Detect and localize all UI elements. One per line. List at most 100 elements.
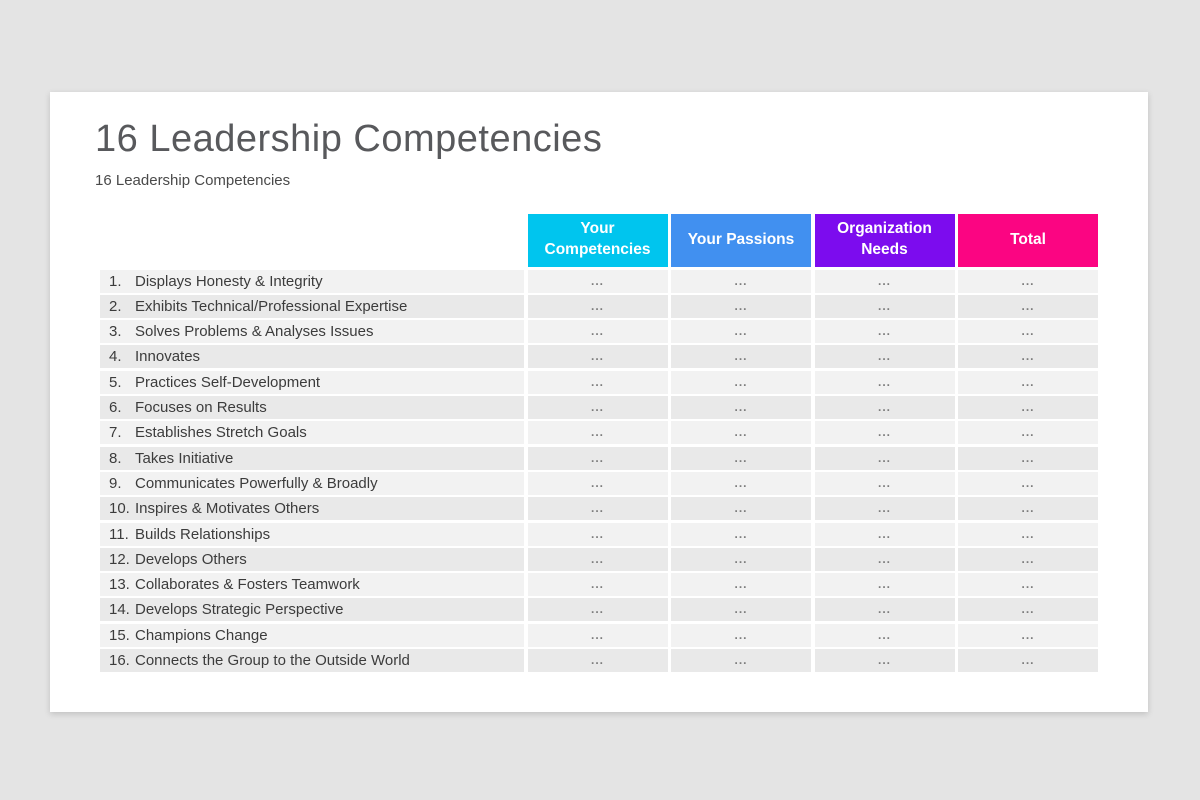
your-passions-value-cell: ... bbox=[671, 649, 811, 673]
your-passions-value-cell: ... bbox=[671, 598, 811, 622]
header-spacer-cell bbox=[100, 214, 524, 267]
competency-label: Solves Problems & Analyses Issues bbox=[135, 323, 374, 341]
row-number: 2. bbox=[109, 297, 122, 315]
slide-card: 16 Leadership Competencies 16 Leadership… bbox=[50, 92, 1148, 712]
row-number: 12. bbox=[109, 550, 130, 568]
organization-needs-value-cell: ... bbox=[814, 294, 955, 318]
table-row: 9. Communicates Powerfully & Broadly ...… bbox=[100, 471, 1098, 495]
total-value-cell: ... bbox=[958, 446, 1098, 470]
your-passions-value-cell: ... bbox=[671, 421, 811, 445]
total-value-cell: ... bbox=[958, 370, 1098, 394]
your-competencies-value-cell: ... bbox=[527, 573, 668, 597]
your-passions-value-cell: ... bbox=[671, 623, 811, 647]
row-number: 1. bbox=[109, 272, 122, 290]
row-number: 15. bbox=[109, 626, 130, 644]
competency-name-cell: 5. Practices Self-Development bbox=[100, 370, 524, 394]
organization-needs-value-cell: ... bbox=[814, 421, 955, 445]
competency-label: Focuses on Results bbox=[135, 399, 267, 417]
table-row: 6. Focuses on Results ... ... ... ... bbox=[100, 396, 1098, 420]
your-competencies-value-cell: ... bbox=[527, 446, 668, 470]
your-passions-value-cell: ... bbox=[671, 370, 811, 394]
column-header-total: Total bbox=[958, 213, 1098, 267]
your-passions-value-cell: ... bbox=[671, 497, 811, 521]
total-value-cell: ... bbox=[958, 345, 1098, 369]
table-row: 10. Inspires & Motivates Others ... ... … bbox=[100, 497, 1098, 521]
your-competencies-value-cell: ... bbox=[527, 471, 668, 495]
organization-needs-value-cell: ... bbox=[814, 497, 955, 521]
your-competencies-value-cell: ... bbox=[527, 522, 668, 546]
organization-needs-value-cell: ... bbox=[814, 269, 955, 293]
table-row: 7. Establishes Stretch Goals ... ... ...… bbox=[100, 421, 1098, 445]
slide-title: 16 Leadership Competencies bbox=[95, 118, 603, 160]
total-value-cell: ... bbox=[958, 522, 1098, 546]
your-passions-value-cell: ... bbox=[671, 522, 811, 546]
row-number: 6. bbox=[109, 399, 122, 417]
table-row: 14. Develops Strategic Perspective ... .… bbox=[100, 598, 1098, 622]
row-number: 5. bbox=[109, 373, 122, 391]
competency-label: Develops Others bbox=[135, 550, 247, 568]
table-row: 5. Practices Self-Development ... ... ..… bbox=[100, 370, 1098, 394]
row-number: 4. bbox=[109, 348, 122, 366]
your-competencies-value-cell: ... bbox=[527, 497, 668, 521]
your-competencies-value-cell: ... bbox=[527, 320, 668, 344]
your-competencies-value-cell: ... bbox=[527, 269, 668, 293]
competency-name-cell: 6. Focuses on Results bbox=[100, 396, 524, 420]
competency-name-cell: 11. Builds Relationships bbox=[100, 522, 524, 546]
total-value-cell: ... bbox=[958, 547, 1098, 571]
your-passions-value-cell: ... bbox=[671, 471, 811, 495]
table-row: 2. Exhibits Technical/Professional Exper… bbox=[100, 294, 1098, 318]
competency-label: Innovates bbox=[135, 348, 201, 366]
column-header-organization-needs: Organization Needs bbox=[814, 213, 955, 267]
competency-label: Champions Change bbox=[135, 626, 268, 644]
table-row: 11. Builds Relationships ... ... ... ... bbox=[100, 522, 1098, 546]
competency-name-cell: 13. Collaborates & Fosters Teamwork bbox=[100, 573, 524, 597]
total-value-cell: ... bbox=[958, 471, 1098, 495]
total-value-cell: ... bbox=[958, 421, 1098, 445]
slide-subtitle: 16 Leadership Competencies bbox=[95, 171, 291, 189]
table-row: 4. Innovates ... ... ... ... bbox=[100, 345, 1098, 369]
total-value-cell: ... bbox=[958, 396, 1098, 420]
competency-label: Establishes Stretch Goals bbox=[135, 424, 307, 442]
organization-needs-value-cell: ... bbox=[814, 573, 955, 597]
organization-needs-value-cell: ... bbox=[814, 522, 955, 546]
column-header-your-passions: Your Passions bbox=[671, 213, 811, 267]
your-passions-value-cell: ... bbox=[671, 547, 811, 571]
total-value-cell: ... bbox=[958, 294, 1098, 318]
your-passions-value-cell: ... bbox=[671, 396, 811, 420]
competency-name-cell: 1. Displays Honesty & Integrity bbox=[100, 269, 524, 293]
competency-name-cell: 14. Develops Strategic Perspective bbox=[100, 598, 524, 622]
competency-label: Develops Strategic Perspective bbox=[135, 601, 344, 619]
row-number: 7. bbox=[109, 424, 122, 442]
your-passions-value-cell: ... bbox=[671, 573, 811, 597]
total-value-cell: ... bbox=[958, 497, 1098, 521]
your-competencies-value-cell: ... bbox=[527, 623, 668, 647]
total-value-cell: ... bbox=[958, 649, 1098, 673]
competency-name-cell: 7. Establishes Stretch Goals bbox=[100, 421, 524, 445]
your-passions-value-cell: ... bbox=[671, 269, 811, 293]
your-competencies-value-cell: ... bbox=[527, 345, 668, 369]
row-number: 8. bbox=[109, 449, 122, 467]
organization-needs-value-cell: ... bbox=[814, 345, 955, 369]
row-number: 14. bbox=[109, 601, 130, 619]
competency-name-cell: 9. Communicates Powerfully & Broadly bbox=[100, 471, 524, 495]
your-passions-value-cell: ... bbox=[671, 345, 811, 369]
your-passions-value-cell: ... bbox=[671, 320, 811, 344]
table-row: 3. Solves Problems & Analyses Issues ...… bbox=[100, 320, 1098, 344]
total-value-cell: ... bbox=[958, 598, 1098, 622]
competency-name-cell: 4. Innovates bbox=[100, 345, 524, 369]
competencies-table: Your Competencies Your Passions Organiza… bbox=[100, 213, 1098, 673]
competency-label: Builds Relationships bbox=[135, 525, 271, 543]
total-value-cell: ... bbox=[958, 269, 1098, 293]
competency-label: Practices Self-Development bbox=[135, 373, 321, 391]
competency-label: Displays Honesty & Integrity bbox=[135, 272, 323, 290]
column-header-your-competencies: Your Competencies bbox=[527, 213, 668, 267]
your-competencies-value-cell: ... bbox=[527, 294, 668, 318]
competency-label: Inspires & Motivates Others bbox=[135, 500, 320, 518]
row-number: 16. bbox=[109, 652, 130, 670]
organization-needs-value-cell: ... bbox=[814, 396, 955, 420]
table-row: 13. Collaborates & Fosters Teamwork ... … bbox=[100, 573, 1098, 597]
total-value-cell: ... bbox=[958, 320, 1098, 344]
competency-label: Exhibits Technical/Professional Expertis… bbox=[135, 297, 408, 315]
competency-label: Takes Initiative bbox=[135, 449, 234, 467]
